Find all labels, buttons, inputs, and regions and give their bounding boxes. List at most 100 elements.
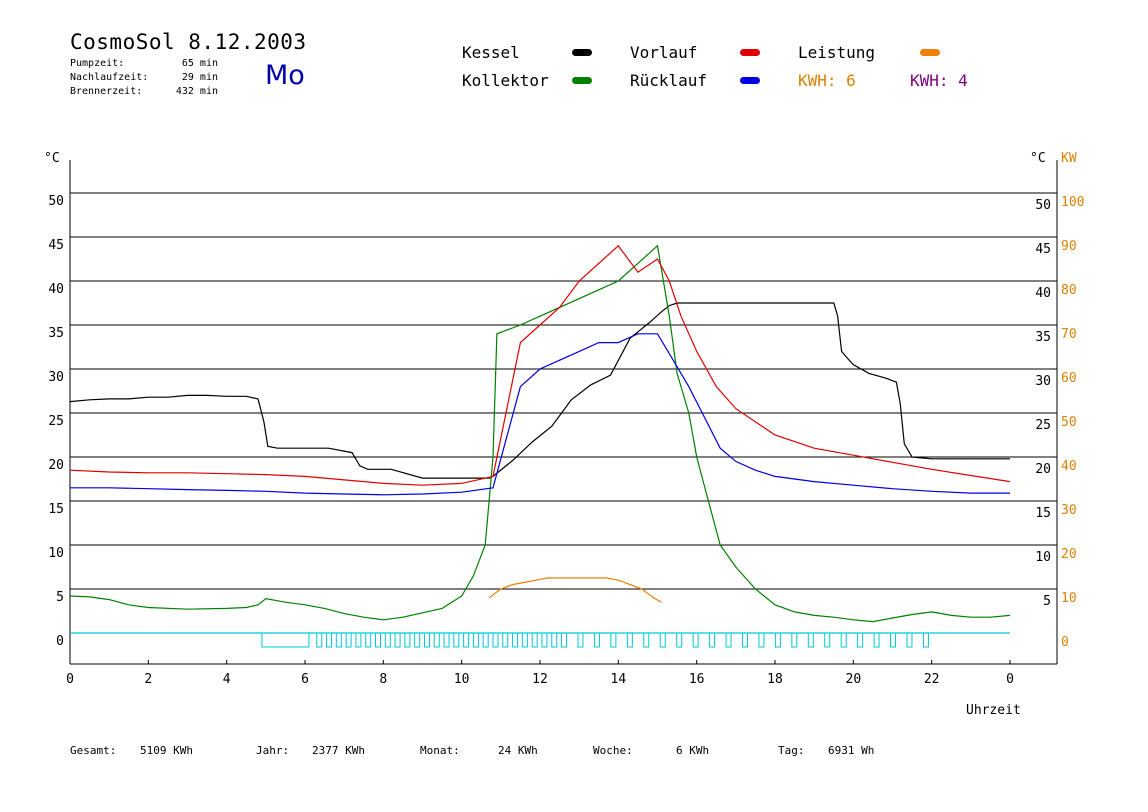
- y2-tick-label-30: 30: [1061, 503, 1077, 518]
- legend-kwh-purple: KWH: 4: [910, 71, 968, 90]
- pump-block-16: [472, 632, 479, 648]
- pump-block-11: [423, 632, 430, 648]
- legend-label-kollektor: Kollektor: [462, 71, 549, 90]
- y-tick-label-right-20: 20: [1035, 462, 1051, 477]
- pump-block-0: [316, 632, 323, 648]
- y-tick-label-left-10: 10: [48, 546, 64, 561]
- pump-block-long: [261, 632, 310, 648]
- y-tick-label-left-5: 5: [56, 590, 64, 605]
- y-tick-label-right-5: 5: [1043, 594, 1051, 609]
- pump-block-39: [791, 632, 798, 648]
- stat-value-brennerzeit: 432 min: [175, 86, 218, 97]
- y-axis-label-left: °C: [44, 151, 60, 166]
- pump-block-18: [492, 632, 499, 648]
- y-tick-label-left-20: 20: [48, 458, 64, 473]
- y2-tick-label-20: 20: [1061, 547, 1077, 562]
- y-axis-label-right: °C: [1030, 151, 1046, 166]
- pump-block-34: [709, 632, 716, 648]
- y2-tick-label-60: 60: [1061, 371, 1077, 386]
- x-tick-label-12: 0: [1006, 672, 1014, 687]
- legend-label-ruecklauf: Rücklauf: [630, 71, 708, 90]
- pump-block-36: [741, 632, 748, 648]
- pump-block-33: [692, 632, 699, 648]
- x-tick-label-4: 8: [379, 672, 387, 687]
- pump-block-13: [443, 632, 450, 648]
- y2-tick-label-0: 0: [1061, 635, 1069, 650]
- pump-block-47: [922, 632, 929, 648]
- pump-block-27: [593, 632, 600, 648]
- pump-block-3: [345, 632, 352, 648]
- y2-tick-label-80: 80: [1061, 283, 1077, 298]
- stat-value-pumpzeit: 65 min: [181, 58, 218, 69]
- x-tick-label-1: 2: [144, 672, 152, 687]
- footer-monat-label: Monat:: [420, 744, 460, 757]
- footer-woche-label: Woche:: [593, 744, 633, 757]
- y-tick-label-left-40: 40: [48, 282, 64, 297]
- pump-block-28: [610, 632, 617, 648]
- pump-block-21: [521, 632, 528, 648]
- y2-tick-label-10: 10: [1061, 591, 1077, 606]
- x-axis-label: Uhrzeit: [966, 703, 1021, 718]
- y2-tick-label-100: 100: [1061, 195, 1084, 210]
- legend-label-leistung: Leistung: [798, 43, 876, 62]
- y-tick-label-left-15: 15: [48, 502, 64, 517]
- stat-label-nachlaufzeit: Nachlaufzeit:: [70, 72, 149, 83]
- x-tick-label-8: 16: [689, 672, 705, 687]
- footer-tag-label: Tag:: [778, 744, 805, 757]
- pump-block-9: [404, 632, 411, 648]
- y-tick-label-left-45: 45: [48, 238, 64, 253]
- pump-block-26: [577, 632, 584, 648]
- footer-gesamt-label: Gesamt:: [70, 744, 117, 757]
- footer-woche-value: 6 KWh: [676, 744, 710, 757]
- legend-swatch-kessel: [572, 49, 592, 56]
- y-tick-label-left-30: 30: [48, 370, 64, 385]
- legend-swatch-vorlauf: [740, 49, 760, 56]
- y2-tick-label-70: 70: [1061, 327, 1077, 342]
- pump-block-46: [906, 632, 913, 648]
- y-tick-label-left-0: 0: [56, 634, 64, 649]
- footer-jahr-value: 2377 KWh: [312, 744, 365, 757]
- legend-kwh-orange: KWH: 6: [798, 71, 856, 90]
- stat-label-brennerzeit: Brennerzeit:: [70, 86, 143, 97]
- x-tick-label-11: 22: [924, 672, 940, 687]
- pump-block-20: [512, 632, 519, 648]
- x-tick-label-3: 6: [301, 672, 309, 687]
- y-tick-label-right-25: 25: [1035, 418, 1051, 433]
- pump-block-35: [725, 632, 732, 648]
- pump-block-2: [335, 632, 342, 648]
- series-line-vorlauf: [69, 244, 1011, 486]
- chart-title: CosmoSol 8.12.2003: [70, 30, 307, 54]
- series-line-kollektor: [69, 244, 1011, 623]
- pump-block-32: [676, 632, 683, 648]
- pump-block-17: [482, 632, 489, 648]
- pump-block-31: [659, 632, 666, 648]
- pump-block-43: [857, 632, 864, 648]
- pump-block-37: [758, 632, 765, 648]
- footer-monat-value: 24 KWh: [498, 744, 538, 757]
- footer-gesamt-value: 5109 KWh: [140, 744, 193, 757]
- pump-block-38: [774, 632, 781, 648]
- y-tick-label-right-40: 40: [1035, 286, 1051, 301]
- legend-swatch-kollektor: [572, 77, 592, 84]
- pump-block-23: [541, 632, 548, 648]
- series-line-leistung: [488, 577, 662, 603]
- y2-tick-label-90: 90: [1061, 239, 1077, 254]
- pump-block-12: [433, 632, 440, 648]
- y-tick-label-left-35: 35: [48, 326, 64, 341]
- legend-label-kessel: Kessel: [462, 43, 520, 62]
- stat-value-nachlaufzeit: 29 min: [181, 72, 218, 83]
- pump-block-41: [824, 632, 831, 648]
- pump-block-5: [365, 632, 372, 648]
- y2-tick-label-50: 50: [1061, 415, 1077, 430]
- legend-swatch-leistung: [920, 49, 940, 56]
- pump-block-30: [643, 632, 650, 648]
- y-tick-label-right-10: 10: [1035, 550, 1051, 565]
- x-tick-label-6: 12: [532, 672, 548, 687]
- legend-label-vorlauf: Vorlauf: [630, 43, 698, 62]
- y2-tick-label-40: 40: [1061, 459, 1077, 474]
- legend-swatch-ruecklauf: [740, 77, 760, 84]
- weekday-label: Mo: [265, 60, 305, 91]
- y-tick-label-right-15: 15: [1035, 506, 1051, 521]
- y-tick-label-left-25: 25: [48, 414, 64, 429]
